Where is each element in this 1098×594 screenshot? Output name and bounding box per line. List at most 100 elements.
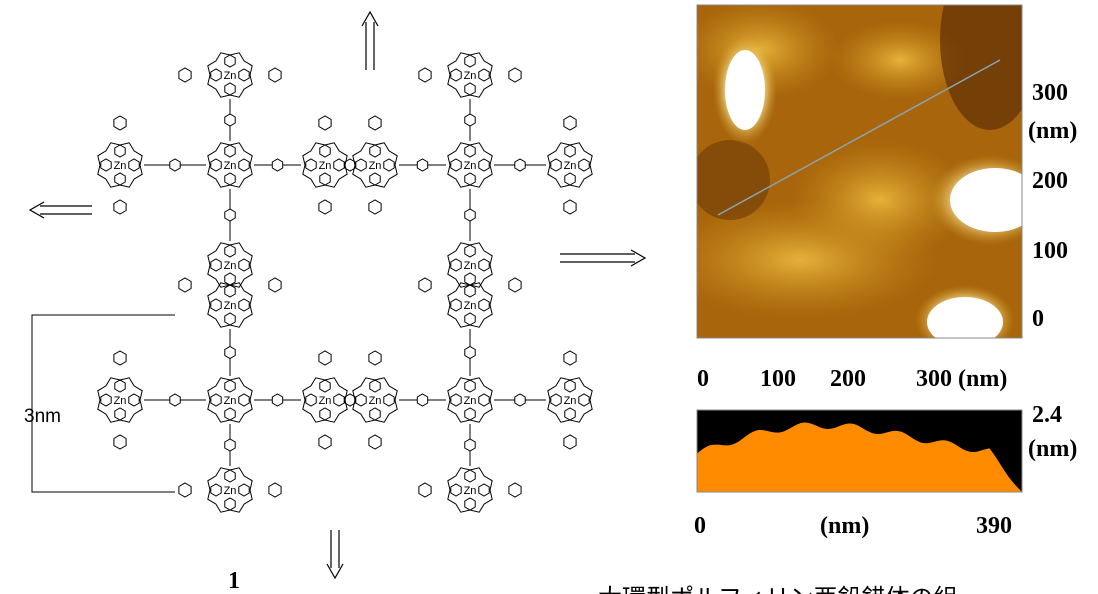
mesityl [369, 351, 381, 365]
pyrrole [225, 408, 235, 420]
phenylene [515, 159, 525, 171]
phenylene [417, 159, 427, 171]
mesityl [419, 278, 431, 292]
pyrrole [211, 259, 221, 271]
metal-label: Zn [224, 300, 237, 312]
porphyrin: Zn [448, 378, 492, 422]
pyrrole [565, 380, 575, 392]
profile-x-label: 390 [976, 513, 1012, 539]
porphyrin: Zn [98, 143, 142, 187]
pyrrole [465, 273, 475, 285]
caption: 大環型ポルフィリン亜鉛錯体の組 [598, 584, 958, 594]
profile-x-unit: (nm) [820, 513, 869, 539]
mesityl [419, 483, 431, 497]
y-tick-label: 100 [1032, 238, 1068, 264]
phenylene [225, 209, 235, 221]
pyrrole [565, 173, 575, 185]
pyrrole [465, 245, 475, 257]
pyrrole [551, 159, 561, 171]
porphyrin: Zn [448, 143, 492, 187]
metal-label: Zn [464, 485, 477, 497]
x-tick-label: 300 (nm) [916, 366, 1007, 392]
mesityl [564, 116, 576, 130]
metal-label: Zn [464, 160, 477, 172]
pyrrole [479, 259, 489, 271]
metal-label: Zn [224, 160, 237, 172]
mesityl [319, 351, 331, 365]
porphyrin: Zn [303, 378, 347, 422]
metal-label: Zn [464, 260, 477, 272]
y-tick-label: 0 [1032, 306, 1044, 332]
pyrrole [101, 159, 111, 171]
pyrrole [479, 394, 489, 406]
porphyrin: Zn [448, 468, 492, 512]
mesityl [419, 68, 431, 82]
pyrrole [370, 380, 380, 392]
scale-bracket [32, 315, 175, 492]
mesityl [269, 483, 281, 497]
x-tick-label: 100 [760, 366, 796, 392]
phenylene [515, 394, 525, 406]
mesityl [509, 278, 521, 292]
metal-label: Zn [224, 260, 237, 272]
metal-label: Zn [319, 395, 332, 407]
pyrrole [225, 470, 235, 482]
figure: ZnZnZnZnZnZnZnZnZnZnZnZnZnZnZnZnZnZnZnZn… [0, 0, 1098, 594]
mesityl [114, 351, 126, 365]
pyrrole [356, 159, 366, 171]
pyrrole [211, 69, 221, 81]
porphyrin: Zn [208, 378, 252, 422]
mesityl [319, 200, 331, 214]
phenylene [417, 394, 427, 406]
pyrrole [225, 313, 235, 325]
x-tick-label: 0 [697, 366, 709, 392]
pyrrole [465, 313, 475, 325]
pyrrole [465, 145, 475, 157]
porphyrin: Zn [208, 243, 252, 287]
phenylene [465, 439, 475, 451]
pyrrole [225, 273, 235, 285]
pyrrole [565, 408, 575, 420]
porphyrin: Zn [208, 53, 252, 97]
profile-max-label: 2.4 [1032, 402, 1062, 428]
metal-label: Zn [464, 70, 477, 82]
pyrrole [115, 173, 125, 185]
metal-label: Zn [564, 160, 577, 172]
pyrrole [451, 69, 461, 81]
pyrrole [465, 173, 475, 185]
pyrrole [225, 173, 235, 185]
pyrrole [306, 159, 316, 171]
pyrrole [465, 498, 475, 510]
porphyrin: Zn [98, 378, 142, 422]
porphyrin: Zn [448, 243, 492, 287]
y-axis-unit: (nm) [1028, 118, 1077, 144]
height-profile [697, 410, 1022, 492]
pyrrole [320, 173, 330, 185]
porphyrin: Zn [303, 143, 347, 187]
pyrrole [211, 299, 221, 311]
pyrrole [239, 299, 249, 311]
metal-label: Zn [564, 395, 577, 407]
pyrrole [551, 394, 561, 406]
porphyrin: Zn [548, 378, 592, 422]
metal-label: Zn [369, 160, 382, 172]
metal-label: Zn [114, 160, 127, 172]
pyrrole [320, 380, 330, 392]
mesityl [114, 200, 126, 214]
phenylene [225, 439, 235, 451]
porphyrin: Zn [448, 53, 492, 97]
porphyrin: Zn [548, 143, 592, 187]
pyrrole [211, 159, 221, 171]
metal-label: Zn [224, 395, 237, 407]
pyrrole [225, 498, 235, 510]
y-tick-label: 300 [1032, 80, 1068, 106]
pyrrole [306, 394, 316, 406]
pyrrole [565, 145, 575, 157]
pyrrole [101, 394, 111, 406]
porphyrin: Zn [208, 143, 252, 187]
pyrrole [225, 83, 235, 95]
phenylene [225, 347, 235, 359]
metal-label: Zn [224, 485, 237, 497]
pyrrole [239, 159, 249, 171]
phenylene [465, 209, 475, 221]
